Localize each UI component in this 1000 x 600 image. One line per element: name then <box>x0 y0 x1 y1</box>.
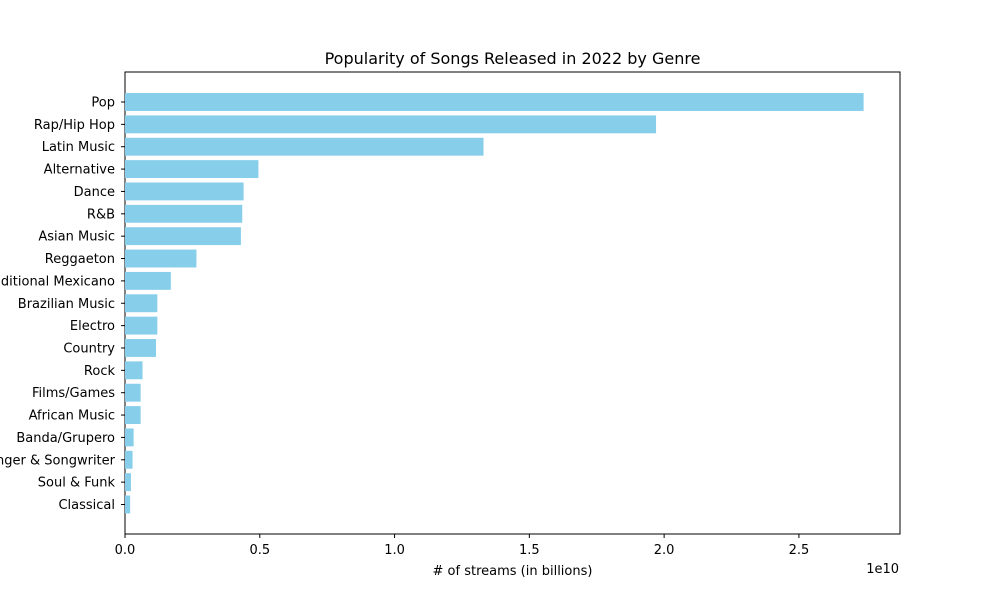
bar-11 <box>125 339 156 357</box>
y-ticks-layer: Pop Rap/Hip Hop Latin Music Alternative Danc… <box>0 96 125 513</box>
bar-4 <box>125 182 244 201</box>
bar-8 <box>125 271 171 290</box>
bar-18 <box>125 495 131 514</box>
x-tick-label-5: 2.5 <box>789 543 810 558</box>
y-tick-label-9: Brazilian Music <box>18 297 115 312</box>
x-offset-label: 1e10 <box>866 562 899 577</box>
y-tick-label-8: Traditional Mexicano <box>0 274 115 289</box>
y-tick-label-10: Electro <box>70 319 115 334</box>
x-ticks-layer: 0.0 0.5 1.0 1.5 2.0 2.5 <box>115 534 810 558</box>
x-tick-label-1: 0.5 <box>249 543 270 558</box>
bar-3 <box>125 160 259 179</box>
y-tick-label-18: Classical <box>58 498 115 513</box>
x-axis-label: # of streams (in billions) <box>433 564 593 579</box>
x-tick-label-0: 0.0 <box>115 543 136 558</box>
y-tick-label-17: Soul & Funk <box>38 476 116 491</box>
y-tick-label-7: Reggaeton <box>45 252 115 267</box>
chart-title: Popularity of Songs Released in 2022 by … <box>325 49 701 68</box>
y-tick-label-12: Rock <box>84 364 116 379</box>
bar-7 <box>125 249 197 268</box>
bars-layer <box>125 93 864 514</box>
y-tick-label-15: Banda/Grupero <box>16 431 115 446</box>
x-tick-label-4: 2.0 <box>654 543 675 558</box>
y-tick-label-16: Singer & Songwriter <box>0 453 116 468</box>
x-tick-label-2: 1.0 <box>384 543 405 558</box>
bar-5 <box>125 204 243 223</box>
bar-1 <box>125 115 657 134</box>
y-tick-label-11: Country <box>63 341 115 356</box>
y-tick-label-13: Films/Games <box>32 386 115 401</box>
y-tick-label-14: African Music <box>29 409 115 424</box>
y-tick-label-5: R&B <box>87 207 115 222</box>
x-tick-label-3: 1.5 <box>519 543 540 558</box>
y-tick-label-4: Dance <box>74 185 115 200</box>
bar-15 <box>125 428 134 447</box>
y-tick-label-6: Asian Music <box>38 230 115 245</box>
bar-6 <box>125 227 241 246</box>
bar-17 <box>125 473 131 492</box>
y-tick-label-1: Rap/Hip Hop <box>34 118 115 133</box>
y-tick-label-2: Latin Music <box>42 140 115 155</box>
bar-12 <box>125 361 143 380</box>
bar-14 <box>125 406 141 424</box>
y-tick-label-0: Pop <box>91 96 115 111</box>
bar-0 <box>125 93 864 111</box>
bar-16 <box>125 450 133 469</box>
bar-10 <box>125 316 158 335</box>
bar-2 <box>125 137 484 156</box>
bar-9 <box>125 294 158 313</box>
y-tick-label-3: Alternative <box>44 163 115 178</box>
bar-13 <box>125 383 141 402</box>
